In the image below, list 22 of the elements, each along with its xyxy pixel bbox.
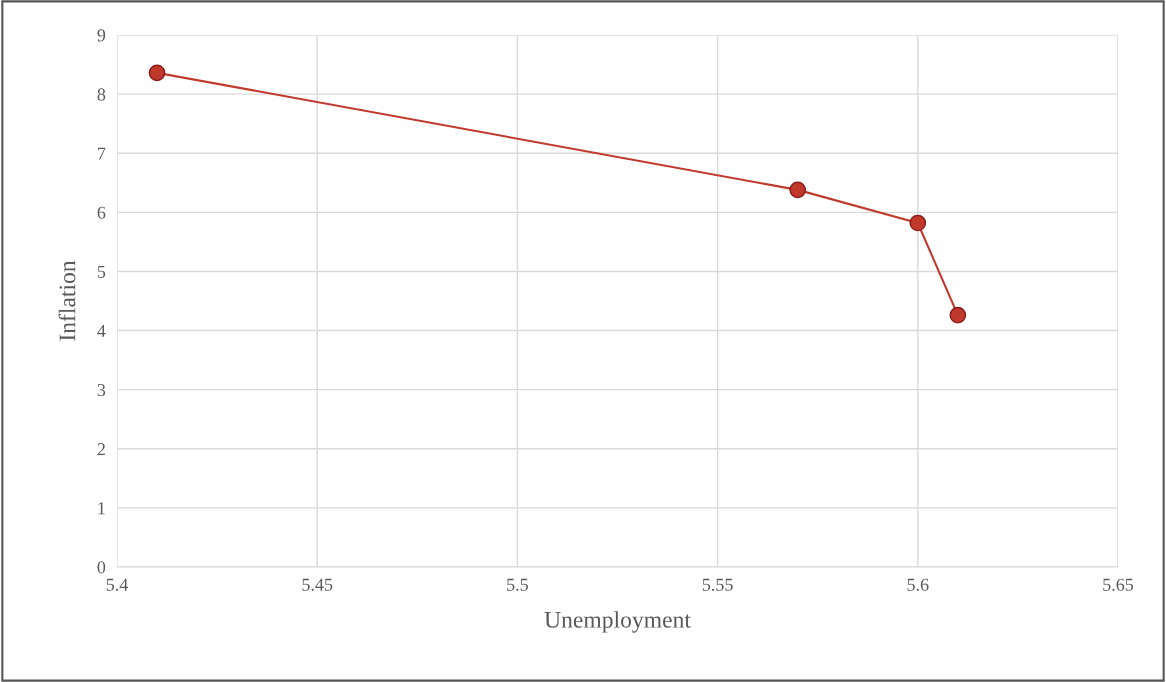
y-tick-label: 0 [97,561,106,574]
x-tick-label: 5.45 [302,578,333,591]
y-tick-label: 5 [97,265,106,278]
y-tick-label: 3 [97,383,106,397]
x-axis-title: Unemployment [544,611,691,633]
y-tick-label: 1 [98,502,105,515]
point [909,214,927,232]
x-tick-label: 5.5 [507,578,528,591]
y-tick-label: 9 [97,29,106,42]
x-tick-label: 5.6 [907,578,929,591]
y-tick-label: 6 [97,206,106,219]
y-tick-label: 2 [97,443,105,456]
x-tick-label: 5.55 [702,578,733,591]
y-tick-label: 7 [98,147,106,160]
point [949,306,967,324]
y-tick-label: 4 [97,324,106,337]
y-axis-title: Inflation [58,260,76,341]
y-tick-label: 8 [97,88,106,101]
x-tick-label: 5.65 [1103,578,1134,591]
point [148,64,166,82]
point [789,181,807,199]
x-tick-label: 5.4 [106,578,128,591]
